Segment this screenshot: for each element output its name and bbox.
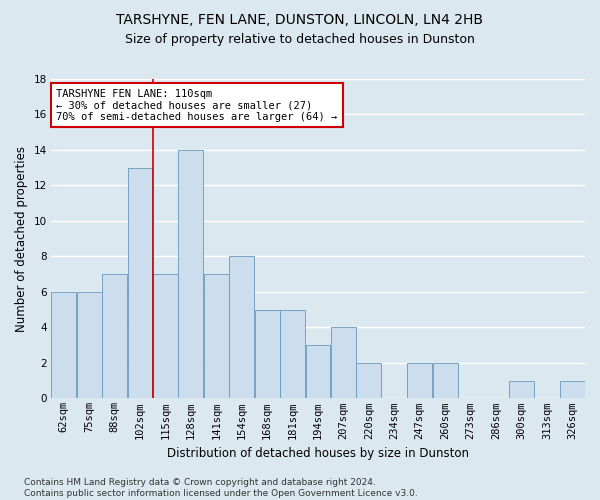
Bar [254,310,280,398]
Bar [560,380,585,398]
Y-axis label: Number of detached properties: Number of detached properties [15,146,28,332]
Text: TARSHYNE FEN LANE: 110sqm
← 30% of detached houses are smaller (27)
70% of semi-: TARSHYNE FEN LANE: 110sqm ← 30% of detac… [56,88,338,122]
Text: Size of property relative to detached houses in Dunston: Size of property relative to detached ho… [125,32,475,46]
Text: Contains HM Land Registry data © Crown copyright and database right 2024.
Contai: Contains HM Land Registry data © Crown c… [24,478,418,498]
Bar [331,328,356,398]
Bar [128,168,152,398]
Bar [280,310,305,398]
Bar [102,274,127,398]
Bar [204,274,229,398]
Bar [509,380,534,398]
Bar [178,150,203,398]
X-axis label: Distribution of detached houses by size in Dunston: Distribution of detached houses by size … [167,447,469,460]
Bar [407,363,432,398]
Bar [356,363,382,398]
Bar [305,345,331,399]
Text: TARSHYNE, FEN LANE, DUNSTON, LINCOLN, LN4 2HB: TARSHYNE, FEN LANE, DUNSTON, LINCOLN, LN… [116,12,484,26]
Bar [51,292,76,399]
Bar [153,274,178,398]
Bar [229,256,254,398]
Bar [433,363,458,398]
Bar [77,292,101,399]
